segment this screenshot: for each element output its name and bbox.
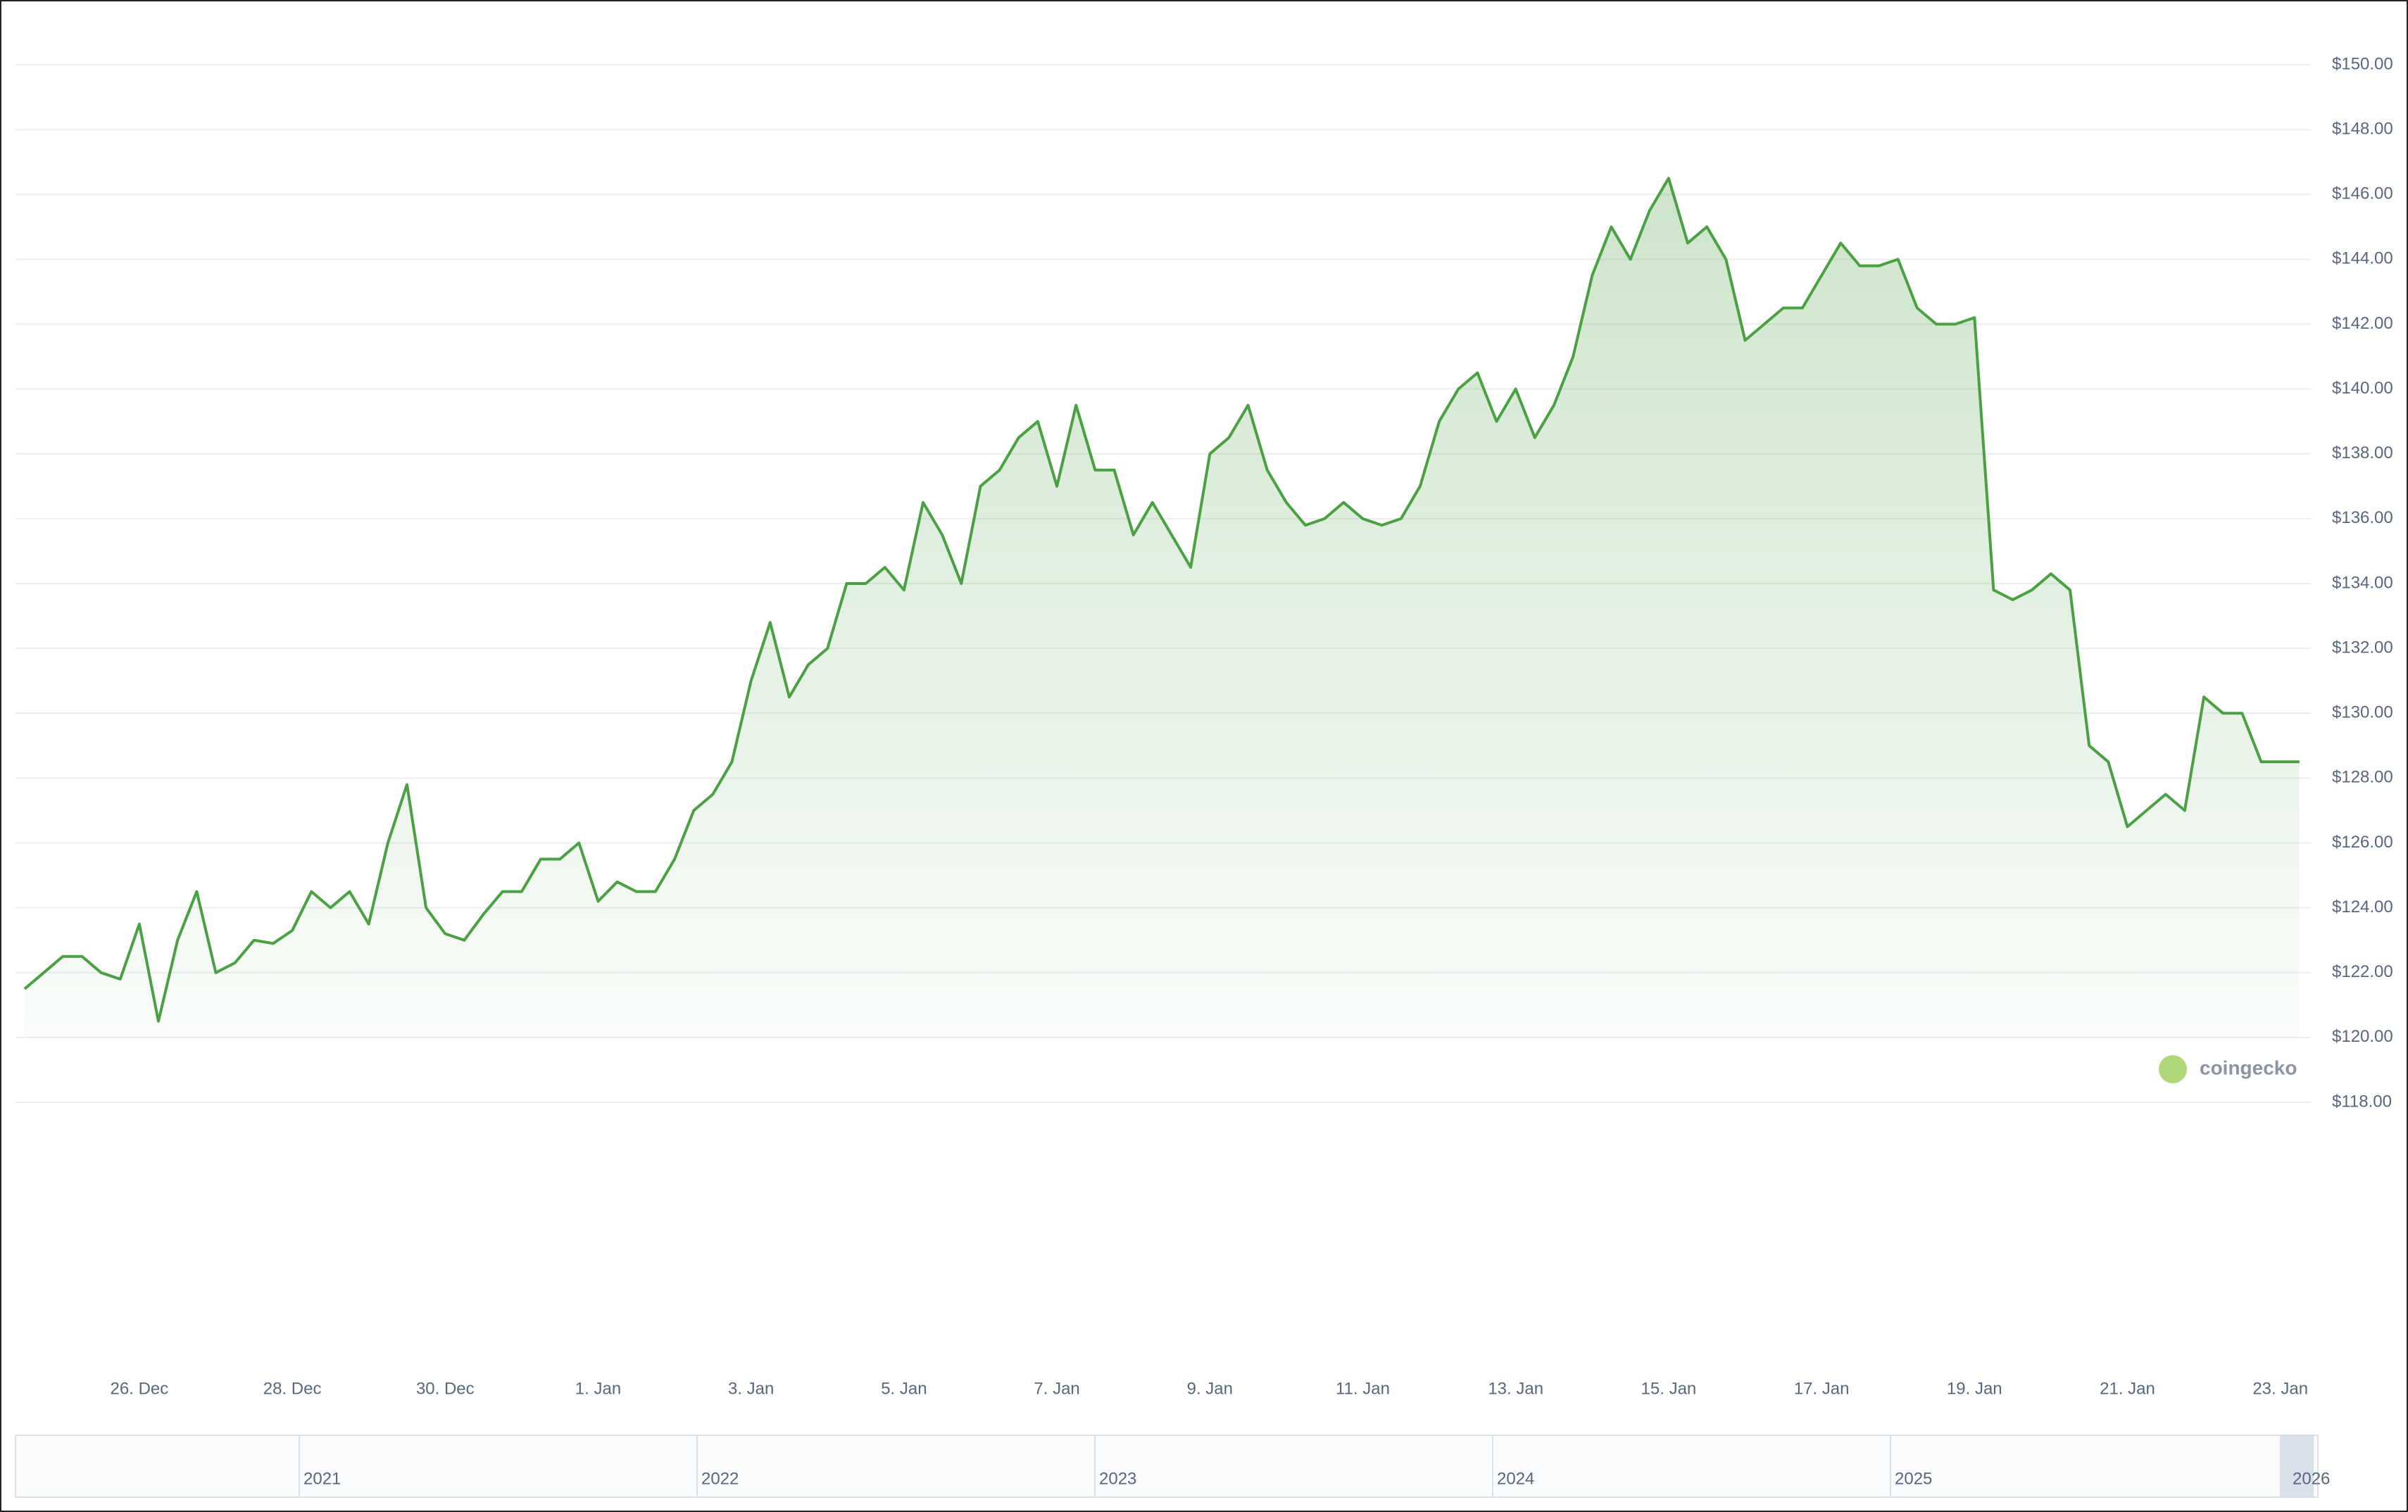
y-tick-label: $128.00	[2332, 768, 2393, 787]
y-tick-label: $148.00	[2332, 119, 2393, 138]
y-tick-label: $142.00	[2332, 314, 2393, 333]
x-tick-label: 26. Dec	[111, 1379, 169, 1398]
navigator	[15, 1435, 2319, 1498]
x-tick-label: 7. Jan	[1034, 1379, 1079, 1398]
y-tick-label: $134.00	[2332, 573, 2393, 592]
y-tick-label: $140.00	[2332, 379, 2393, 398]
y-tick-label: $122.00	[2332, 962, 2393, 981]
x-tick-label: 23. Jan	[2252, 1379, 2308, 1398]
y-tick-label: $132.00	[2332, 638, 2393, 657]
navigator-handle[interactable]	[2280, 1435, 2314, 1497]
navigator-label: 2024	[1497, 1469, 1534, 1488]
x-tick-label: 13. Jan	[1488, 1379, 1543, 1398]
navigator-label: 2022	[701, 1469, 739, 1488]
y-tick-label: $126.00	[2332, 833, 2393, 852]
y-tick-label: $146.00	[2332, 184, 2393, 203]
x-tick-label: 28. Dec	[263, 1379, 322, 1398]
watermark-logo	[2159, 1055, 2187, 1083]
navigator-label: 2026	[2293, 1469, 2330, 1488]
x-tick-label: 9. Jan	[1187, 1379, 1233, 1398]
price-line	[23, 177, 2300, 1023]
x-tick-label: 30. Dec	[416, 1379, 475, 1398]
x-tick-label: 1. Jan	[575, 1379, 621, 1398]
y-tick-label: $130.00	[2332, 703, 2393, 722]
y-tick-label: $150.00	[2332, 54, 2393, 73]
area-fill	[25, 178, 2300, 1038]
x-tick-label: 3. Jan	[728, 1379, 774, 1398]
y-tick-label: $118.00	[2332, 1092, 2392, 1111]
x-tick-label: 11. Jan	[1336, 1379, 1390, 1398]
navigator-label: 2021	[303, 1469, 341, 1488]
x-tick-label: 17. Jan	[1794, 1379, 1850, 1398]
x-tick-label: 5. Jan	[881, 1379, 927, 1398]
y-tick-label: $124.00	[2332, 897, 2393, 916]
y-tick-label: $144.00	[2332, 249, 2393, 268]
navigator-label: 2023	[1099, 1469, 1136, 1488]
x-tick-label: 21. Jan	[2100, 1379, 2155, 1398]
navigator-label: 2025	[1895, 1469, 1932, 1488]
x-tick-label: 19. Jan	[1947, 1379, 2002, 1398]
y-tick-label: $138.00	[2332, 443, 2393, 462]
watermark: coingecko	[2200, 1057, 2297, 1078]
y-tick-label: $136.00	[2332, 508, 2393, 527]
y-tick-label: $120.00	[2332, 1027, 2393, 1046]
x-tick-label: 15. Jan	[1641, 1379, 1697, 1398]
